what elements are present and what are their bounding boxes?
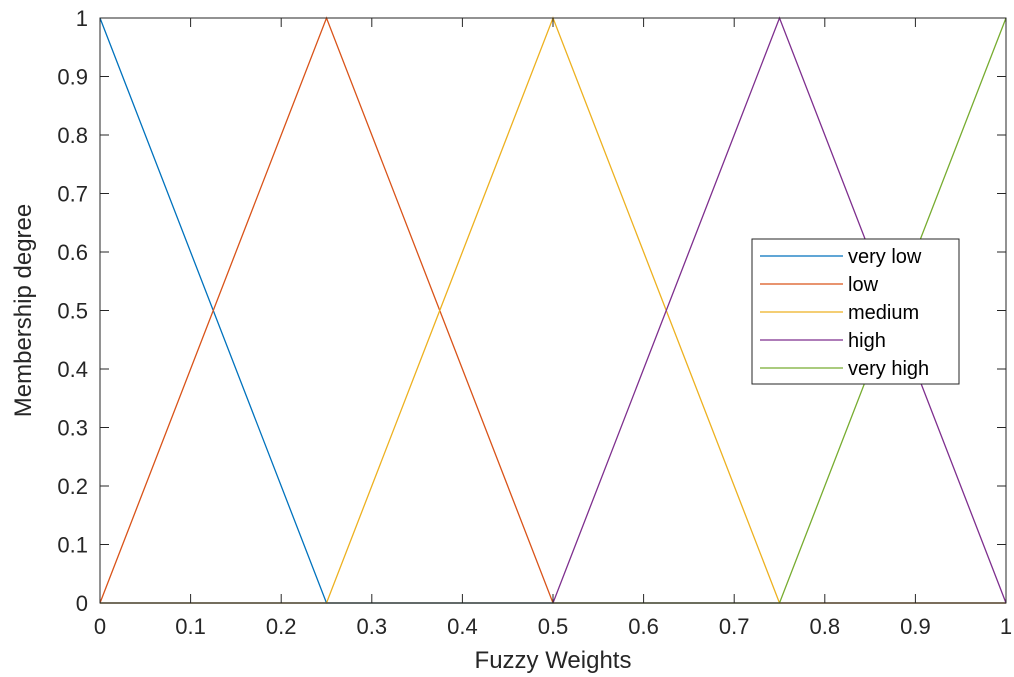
- y-tick-label: 0.2: [57, 474, 88, 499]
- x-tick-label: 1: [1000, 614, 1012, 639]
- legend-label: high: [848, 330, 886, 352]
- x-tick-label: 0.7: [719, 614, 750, 639]
- x-tick-label: 0.1: [175, 614, 206, 639]
- y-tick-label: 0.8: [57, 123, 88, 148]
- y-tick-label: 0.7: [57, 182, 88, 207]
- x-tick-label: 0.9: [900, 614, 931, 639]
- y-tick-label: 1: [76, 6, 88, 31]
- y-tick-label: 0.6: [57, 240, 88, 265]
- y-tick-label: 0.5: [57, 299, 88, 324]
- x-tick-label: 0.3: [357, 614, 388, 639]
- y-tick-label: 0.9: [57, 65, 88, 90]
- x-tick-label: 0.4: [447, 614, 478, 639]
- y-tick-label: 0.3: [57, 416, 88, 441]
- legend: very low low medium high very high: [751, 238, 960, 385]
- x-axis-title: Fuzzy Weights: [475, 647, 632, 674]
- x-tick-label: 0: [94, 614, 106, 639]
- x-tick-label: 0.5: [538, 614, 569, 639]
- legend-label: very low: [848, 246, 922, 268]
- legend-label: medium: [848, 302, 919, 324]
- legend-label: low: [848, 274, 879, 296]
- x-tick-label: 0.6: [628, 614, 659, 639]
- y-tick-label: 0.1: [57, 533, 88, 558]
- x-tick-label: 0.2: [266, 614, 297, 639]
- y-tick-label: 0: [76, 591, 88, 616]
- y-tick-label: 0.4: [57, 357, 88, 382]
- x-tick-label: 0.8: [810, 614, 841, 639]
- y-axis-title: Membership degree: [10, 204, 37, 417]
- legend-label: very high: [848, 358, 929, 380]
- ticks-layer: 0 0.1 0.2 0.3 0.4 0.5 0.6 0.7 0.8 0.9 1 0 0.1 0.2 0.3 0…: [57, 6, 1012, 639]
